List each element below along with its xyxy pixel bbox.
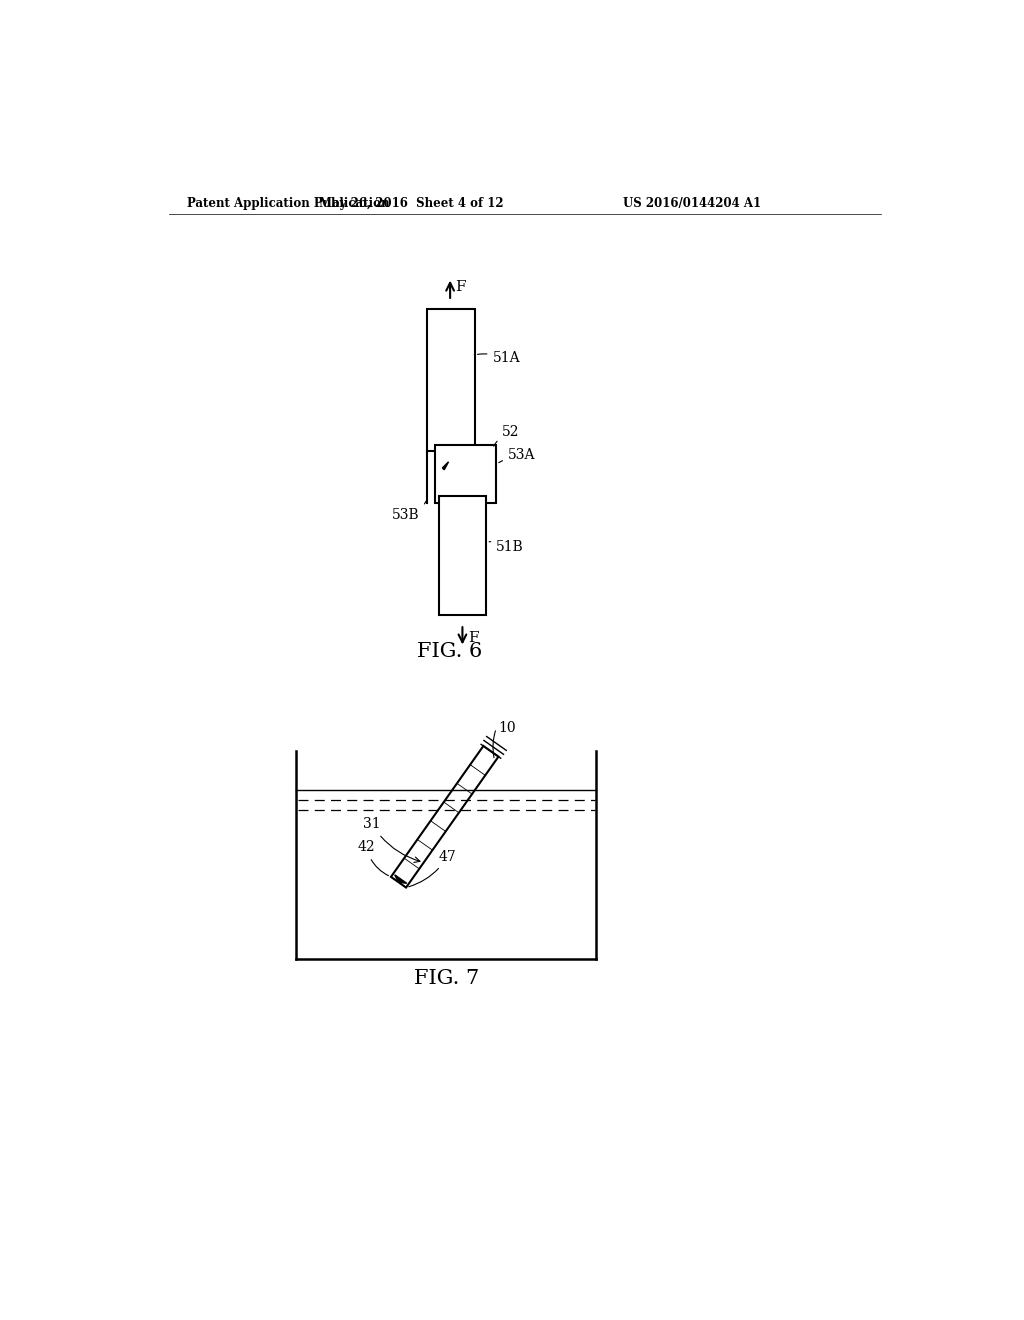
Text: 47: 47 (409, 850, 457, 887)
Text: F: F (468, 631, 478, 645)
Text: 42: 42 (357, 841, 388, 875)
Text: 10: 10 (499, 721, 516, 735)
Bar (435, 445, 497, 503)
Polygon shape (442, 462, 449, 470)
Polygon shape (391, 746, 499, 887)
Text: 51B: 51B (489, 540, 524, 554)
Text: FIG. 6: FIG. 6 (418, 642, 482, 661)
Text: 53A: 53A (499, 447, 536, 463)
Bar (438, 495, 486, 615)
Polygon shape (394, 875, 407, 883)
Bar (427, 309, 475, 451)
Text: Patent Application Publication: Patent Application Publication (186, 197, 389, 210)
Text: 31: 31 (364, 817, 420, 862)
Text: 53B: 53B (392, 502, 426, 521)
Text: FIG. 7: FIG. 7 (414, 969, 479, 987)
Text: 51A: 51A (477, 351, 520, 366)
Text: US 2016/0144204 A1: US 2016/0144204 A1 (624, 197, 762, 210)
Text: 52: 52 (494, 425, 519, 446)
Text: F: F (456, 280, 466, 294)
Text: May 26, 2016  Sheet 4 of 12: May 26, 2016 Sheet 4 of 12 (319, 197, 504, 210)
